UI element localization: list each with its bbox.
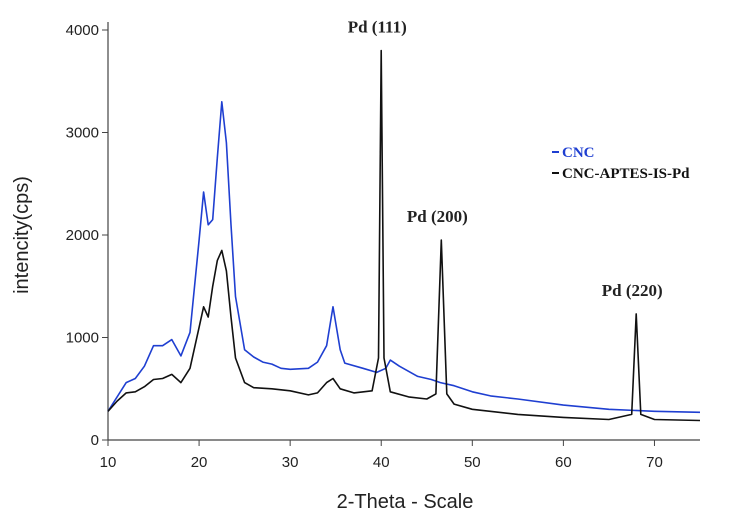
plot-area: 10 20 30 40 50 60 70 0 1000 2000 3000 4000 Pd (111) P… xyxy=(66,18,701,471)
y-axis-label: intencity(cps) xyxy=(11,176,33,294)
peak-annotation: Pd (111) xyxy=(348,18,407,37)
x-tick-label: 70 xyxy=(646,454,663,471)
series-line-cnc-aptes-is-pd xyxy=(107,49,701,422)
x-tick-label: 40 xyxy=(373,454,390,471)
y-tick-label: 0 xyxy=(91,432,99,449)
y-tick-label: 3000 xyxy=(66,125,99,142)
y-tick-label: 1000 xyxy=(66,330,99,347)
x-tick-label: 60 xyxy=(555,454,572,471)
x-tick-label: 20 xyxy=(191,454,208,471)
y-tick-label: 4000 xyxy=(66,22,99,39)
x-axis-label: 2-Theta - Scale xyxy=(337,491,474,513)
peak-annotation: Pd (200) xyxy=(407,207,468,226)
y-tick-label: 2000 xyxy=(66,227,99,244)
legend-label: CNC-APTES-IS-Pd xyxy=(562,166,690,182)
x-tick-label: 30 xyxy=(282,454,299,471)
x-tick-label: 10 xyxy=(100,454,117,471)
peak-annotation: Pd (220) xyxy=(602,281,663,300)
series-line-cnc xyxy=(107,101,701,414)
x-tick-label: 50 xyxy=(464,454,481,471)
legend-label: CNC xyxy=(562,145,595,161)
